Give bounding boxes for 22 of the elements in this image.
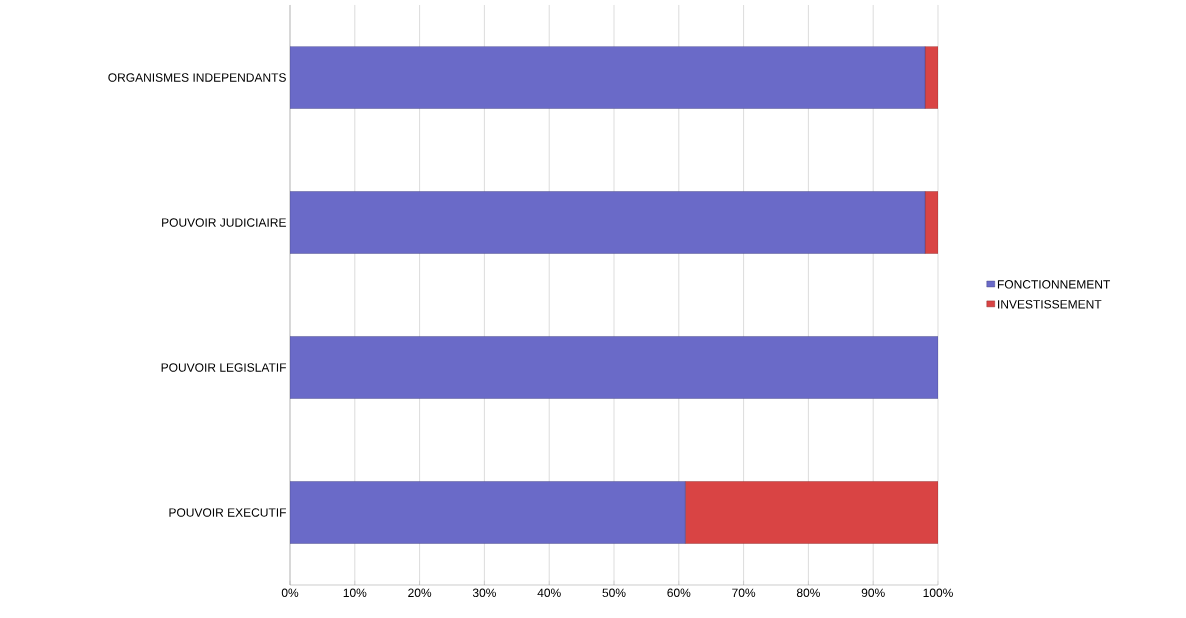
x-tick-label: 0% (281, 588, 299, 598)
y-tick-label: POUVOIR EXECUTIF (169, 508, 286, 517)
x-tick-label: 10% (343, 588, 367, 598)
x-tick-label: 30% (472, 588, 496, 598)
x-tick-label: 70% (732, 588, 756, 598)
legend-label: FONCTIONNEMENT (997, 280, 1111, 289)
bar (290, 481, 686, 544)
legend-label: INVESTISSEMENT (998, 300, 1102, 309)
bar (290, 46, 926, 109)
y-tick-label: POUVOIR JUDICIAIRE (162, 218, 286, 227)
bar (290, 336, 938, 399)
x-tick-label: 50% (602, 588, 626, 598)
x-tick-label: 20% (408, 588, 432, 598)
x-tick-label: 100% (923, 588, 953, 598)
x-tick-label: 80% (796, 588, 820, 598)
bar (685, 481, 938, 544)
bar (290, 191, 926, 254)
y-tick-label: ORGANISMES INDEPENDANTS (108, 73, 286, 82)
x-tick-label: 90% (861, 588, 885, 598)
x-tick-label: 60% (667, 588, 691, 598)
x-tick-label: 40% (537, 588, 561, 598)
y-tick-label: POUVOIR LEGISLATIF (161, 363, 287, 372)
